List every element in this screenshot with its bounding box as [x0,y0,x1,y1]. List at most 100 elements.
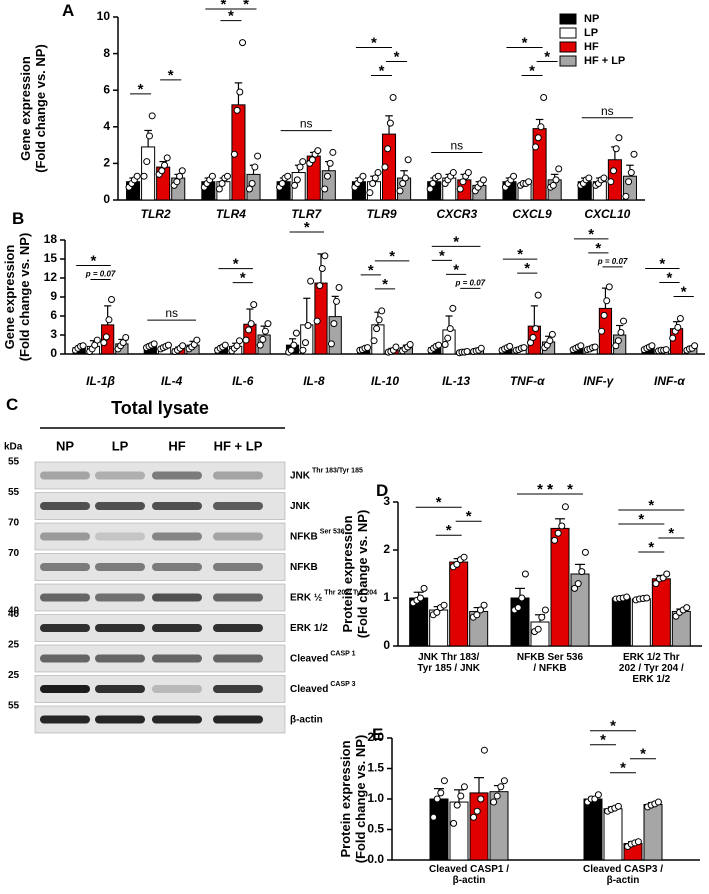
data-point [561,503,569,511]
y-axis-label: Gene expression [2,245,17,350]
data-point [242,336,250,344]
data-point [615,134,623,142]
y-axis-label: Protein expression [340,515,355,632]
significance-label: * [382,276,388,293]
significance-label: * [138,81,144,98]
data-point [554,529,562,537]
panel-letter: B [12,209,24,228]
data-point [100,339,108,347]
legend-swatch [559,27,577,39]
data-point [600,174,608,182]
significance-label: * [588,226,594,243]
data-point [329,148,337,156]
y-tick-label: 3 [383,494,390,508]
data-point [164,341,172,349]
blot-band [40,715,90,724]
significance-label: * [220,0,226,13]
data-point [359,172,367,180]
data-point [600,311,608,319]
bar [643,803,663,861]
data-point [605,283,613,291]
data-point [105,316,113,324]
data-point [236,337,244,345]
legend-label: NP [584,13,599,25]
data-point [429,180,437,188]
bar [631,598,651,647]
y-tick-label: 2.0 [367,730,384,744]
data-point [620,317,628,325]
x-tick-label: ERK 1/2 Thr 202 / Tyr 204 / ERK 1/2 [618,652,684,685]
data-point [193,336,201,344]
row-name: β-actin [290,714,323,725]
blot-band [152,685,202,693]
row-name: NFKB [290,562,318,573]
row-name: Cleaved [290,653,328,664]
data-point [456,185,464,193]
data-point [223,172,231,180]
data-point [534,291,542,299]
data-point [254,152,262,160]
legend-label: HF + LP [584,55,625,67]
data-point [176,172,184,180]
bar [429,798,449,861]
marker-label: 55 [8,701,20,712]
data-point [248,180,256,188]
data-point [500,777,508,785]
row-label: JNK [290,501,311,512]
data-point [532,325,540,333]
significance-label: * [466,508,472,525]
blot-band [213,532,263,541]
significance-label: * [371,35,377,52]
data-point [308,156,316,164]
x-tick-label: CXCR3 [436,207,477,221]
data-point [251,163,259,171]
row-label: β-actin [290,714,323,725]
panel-letter: D [376,481,388,500]
data-point [663,570,671,578]
data-point [208,172,216,180]
data-point [630,150,638,158]
data-point [464,169,472,177]
row-label: ERK ½ Thr 202/ Tyr 204 [290,589,377,603]
blot-band [40,471,90,480]
legend-swatch [559,13,577,25]
y-axis-label: (Fold change vs. NP) [353,735,368,864]
data-point [477,344,485,352]
data-point [449,304,457,312]
y-tick-label: 0.0 [367,852,384,866]
significance-label: * [640,746,646,763]
data-point [245,185,253,193]
data-point [173,178,181,186]
data-point [435,341,443,349]
data-point [318,265,326,272]
data-point [669,334,677,342]
data-point [178,167,186,175]
lane-label: LP [112,438,129,453]
data-point [378,307,386,315]
y-tick-label: 1.0 [367,791,384,805]
x-tick-label: IL-4 [161,374,183,388]
data-point [534,625,542,633]
blot-band [152,471,202,480]
data-point [453,801,461,809]
data-point [591,343,599,351]
x-tick-label: TLR7 [291,207,322,221]
data-point [612,145,620,153]
data-point [316,282,324,290]
blot-band [213,715,263,724]
significance-label: * [648,497,654,514]
data-point [598,327,606,335]
x-tick-label: TLR9 [367,207,397,221]
data-point [161,161,169,169]
data-point [122,334,130,342]
y-tick-label: 12 [44,270,58,284]
x-tick-label: Cleaved CASP3 / β-actin [582,864,664,886]
panel-letter: A [62,1,74,20]
significance-label: * [240,270,246,287]
data-point [148,112,156,120]
data-point [470,813,478,821]
data-point [521,570,529,578]
significance-label: * [233,256,239,273]
y-tick-label: 0 [103,192,110,206]
